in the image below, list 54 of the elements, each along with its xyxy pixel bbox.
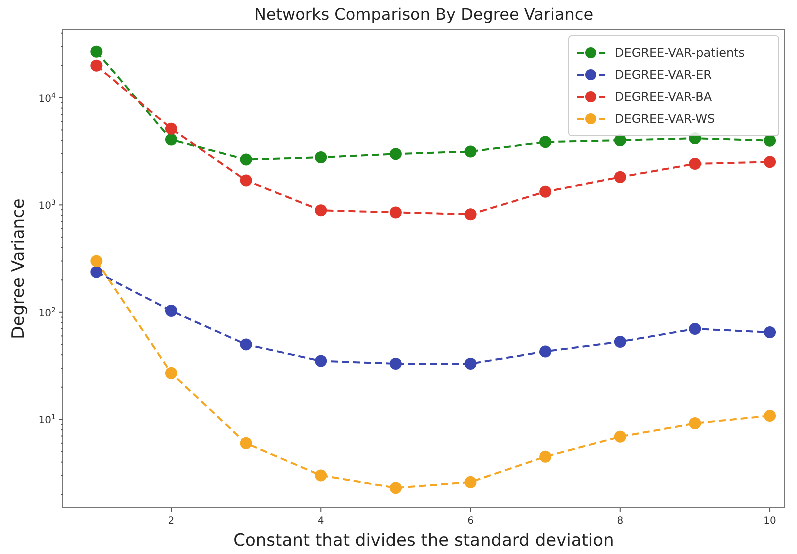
point	[464, 208, 477, 221]
point	[540, 136, 552, 148]
point	[689, 418, 702, 430]
legend-label: DEGREE-VAR-WS	[615, 112, 716, 126]
x-axis-title: Constant that divides the standard deviation	[234, 531, 614, 551]
point	[764, 326, 776, 338]
point	[540, 186, 552, 198]
x-tick-label: 10	[764, 516, 776, 527]
point	[764, 410, 776, 422]
y-tick-label: 10$^{2}$	[38, 306, 56, 320]
point	[90, 266, 103, 278]
point	[165, 367, 178, 380]
point	[165, 305, 178, 318]
x-tick-label: 8	[617, 516, 624, 527]
y-tick-label: 10$^{4}$	[38, 92, 57, 105]
point	[614, 430, 626, 443]
point	[390, 482, 402, 494]
point	[90, 46, 103, 58]
point	[464, 476, 477, 488]
point	[764, 134, 776, 147]
point	[689, 323, 702, 336]
point	[240, 338, 252, 351]
point	[689, 158, 702, 170]
point	[240, 437, 252, 450]
point	[315, 470, 328, 482]
point	[464, 358, 477, 370]
point	[614, 336, 626, 348]
point	[390, 358, 402, 370]
point	[240, 154, 252, 166]
x-tick-label: 2	[168, 516, 175, 527]
point	[390, 148, 402, 160]
x-tick-label: 4	[318, 516, 324, 527]
point	[240, 174, 252, 187]
legend-label: DEGREE-VAR-ER	[615, 68, 712, 82]
legend-label: DEGREE-VAR-patients	[615, 46, 746, 60]
point	[165, 134, 178, 146]
y-axis-title: Degree Variance	[9, 198, 29, 340]
point	[464, 146, 477, 158]
y-tick-label: 10$^{3}$	[38, 199, 56, 212]
point	[165, 122, 178, 135]
point	[90, 60, 103, 72]
y-tick-label: 10$^{1}$	[38, 414, 56, 427]
point	[315, 204, 328, 217]
point	[540, 346, 552, 358]
point	[540, 450, 552, 463]
point	[764, 156, 776, 168]
x-tick-label: 6	[468, 516, 474, 527]
legend-label: DEGREE-VAR-BA	[615, 90, 713, 104]
point	[315, 355, 328, 368]
point	[90, 255, 103, 268]
point	[614, 171, 626, 184]
point	[315, 152, 328, 164]
chart-title: Networks Comparison By Degree Variance	[254, 5, 594, 24]
point	[390, 206, 402, 219]
